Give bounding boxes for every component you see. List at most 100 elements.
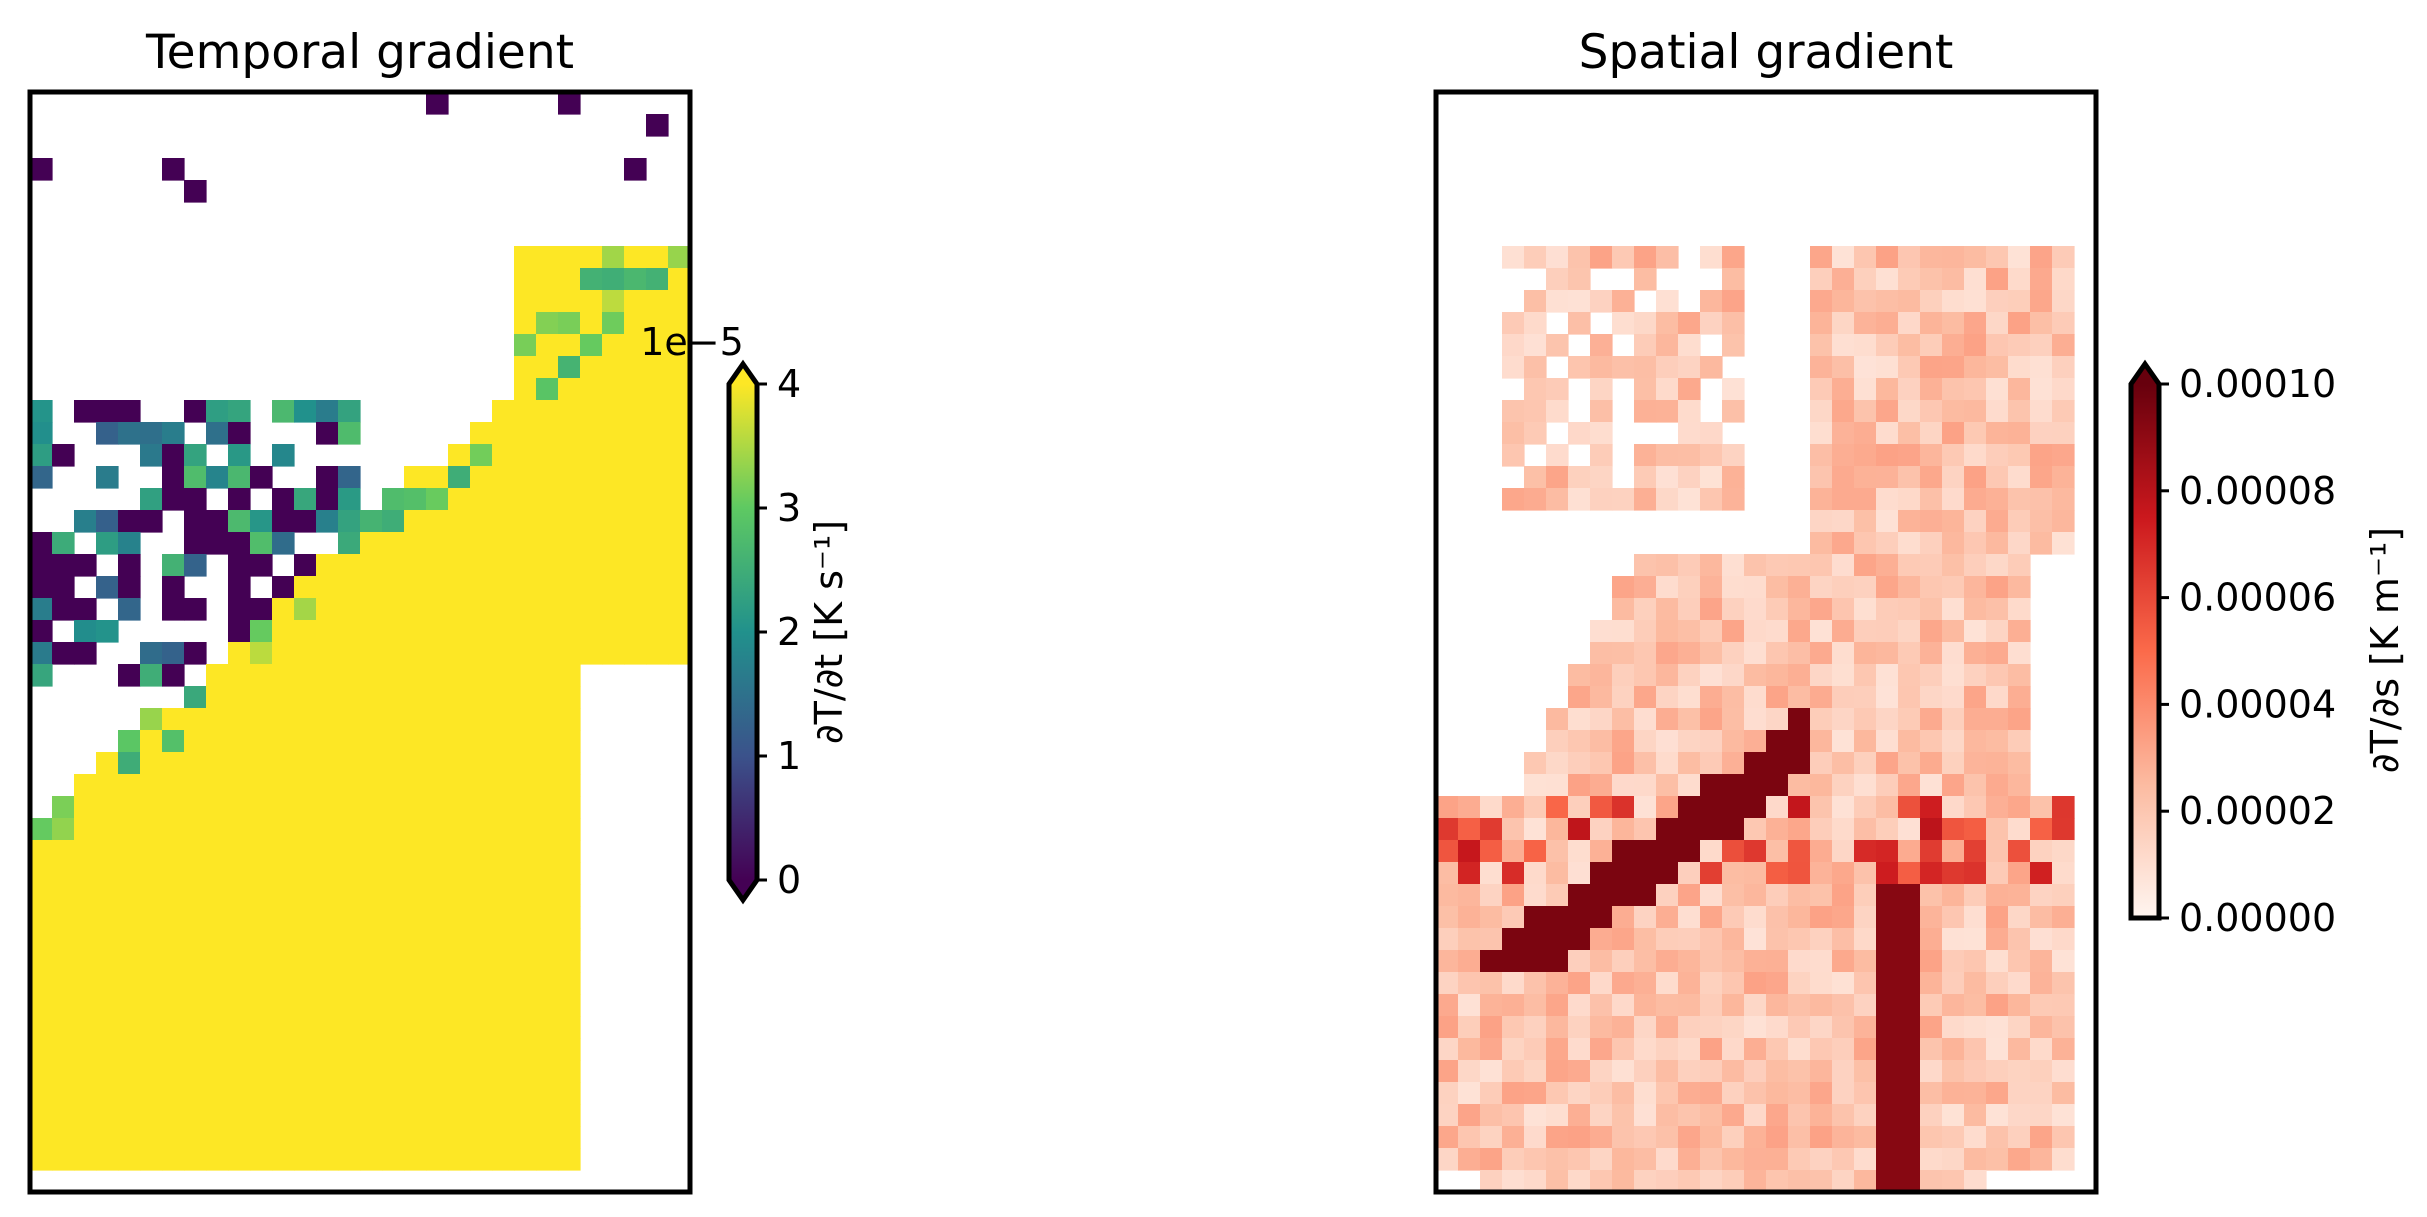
temporal-cell	[404, 576, 427, 599]
temporal-cell	[602, 642, 625, 665]
spatial-cell	[1788, 1170, 1811, 1192]
spatial-cell	[1876, 400, 1899, 423]
temporal-cell	[294, 576, 317, 599]
temporal-cell	[250, 972, 273, 995]
temporal-cell	[228, 1060, 251, 1083]
temporal-cell	[294, 796, 317, 819]
temporal-cell	[140, 1104, 163, 1127]
temporal-cell	[536, 928, 559, 951]
temporal-cell	[206, 422, 229, 445]
spatial-cell	[1722, 290, 1745, 313]
temporal-cell	[316, 1126, 339, 1149]
temporal-cell	[228, 664, 251, 687]
spatial-cell	[1612, 818, 1635, 841]
spatial-cell	[1810, 1104, 1833, 1127]
spatial-cell	[1656, 356, 1679, 379]
temporal-cell	[228, 950, 251, 973]
temporal-cell	[184, 1060, 207, 1083]
temporal-cell	[558, 972, 581, 995]
temporal-cell	[140, 928, 163, 951]
spatial-cell	[1656, 1170, 1679, 1192]
spatial-cell	[1568, 1038, 1591, 1061]
spatial-cell	[1700, 906, 1723, 929]
temporal-cell	[272, 752, 295, 775]
spatial-cell	[1568, 290, 1591, 313]
spatial-cell	[1832, 246, 1855, 269]
temporal-cell	[470, 664, 493, 687]
temporal-cell	[558, 708, 581, 731]
spatial-cell	[1656, 1126, 1679, 1149]
temporal-cell	[206, 1082, 229, 1105]
spatial-cell	[1524, 312, 1547, 335]
temporal-cell	[250, 686, 273, 709]
spatial-cell	[1964, 1082, 1987, 1105]
temporal-cell	[162, 158, 185, 181]
spatial-cell	[2052, 884, 2075, 907]
spatial-cell	[1964, 796, 1987, 819]
temporal-cell	[536, 994, 559, 1017]
spatial-cell	[1722, 598, 1745, 621]
temporal-cell	[624, 400, 647, 423]
spatial-cell	[1876, 752, 1899, 775]
spatial-cell	[1546, 796, 1569, 819]
temporal-cell	[338, 576, 361, 599]
spatial-cell	[1920, 378, 1943, 401]
temporal-cell	[580, 510, 603, 533]
temporal-cell	[228, 466, 251, 489]
spatial-cell	[1986, 642, 2009, 665]
spatial-cell	[2052, 1148, 2075, 1171]
spatial-cell	[1678, 1082, 1701, 1105]
spatial-cell	[1700, 840, 1723, 863]
spatial-cell	[1590, 356, 1613, 379]
spatial-cell	[1502, 884, 1525, 907]
spatial-cell	[2030, 290, 2053, 313]
spatial-cell	[1722, 862, 1745, 885]
spatial-cell	[1942, 840, 1965, 863]
spatial-cell	[1546, 972, 1569, 995]
spatial-cell	[1634, 312, 1657, 335]
spatial-cell	[2008, 1104, 2031, 1127]
spatial-cell	[1744, 1060, 1767, 1083]
temporal-cell	[624, 576, 647, 599]
spatial-cell	[1766, 708, 1789, 731]
spatial-cell	[1546, 862, 1569, 885]
spatial-cell	[1920, 642, 1943, 665]
temporal-cell	[184, 1126, 207, 1149]
temporal-cell	[338, 730, 361, 753]
spatial-cell	[1656, 730, 1679, 753]
temporal-cell	[316, 598, 339, 621]
temporal-cell	[162, 1148, 185, 1171]
temporal-cell	[272, 620, 295, 643]
spatial-cell	[1656, 928, 1679, 951]
temporal-cell	[74, 774, 97, 797]
spatial-cell	[1458, 884, 1481, 907]
spatial-cell	[2030, 906, 2053, 929]
spatial-cell	[2008, 312, 2031, 335]
spatial-cell	[1546, 950, 1569, 973]
spatial-cell	[1920, 356, 1943, 379]
temporal-cell	[426, 598, 449, 621]
spatial-cell	[1942, 246, 1965, 269]
temporal-cell	[360, 620, 383, 643]
temporal-cell	[404, 752, 427, 775]
temporal-cell	[514, 1126, 537, 1149]
spatial-cell	[1810, 576, 1833, 599]
temporal-cell	[558, 686, 581, 709]
spatial-cell	[1986, 620, 2009, 643]
spatial-cell	[1612, 356, 1635, 379]
spatial-cell	[1854, 664, 1877, 687]
temporal-cell	[668, 598, 690, 621]
spatial-cell	[1898, 840, 1921, 863]
temporal-cell	[140, 1016, 163, 1039]
spatial-cell	[1612, 1082, 1635, 1105]
spatial-cell	[1876, 730, 1899, 753]
temporal-cell	[96, 796, 119, 819]
temporal-cell	[338, 1126, 361, 1149]
spatial-cell	[1634, 1060, 1657, 1083]
temporal-cell	[316, 422, 339, 445]
temporal-cell	[140, 774, 163, 797]
spatial-cell	[1964, 356, 1987, 379]
spatial-cell	[1546, 1016, 1569, 1039]
temporal-cell	[184, 994, 207, 1017]
spatial-cell	[2030, 378, 2053, 401]
